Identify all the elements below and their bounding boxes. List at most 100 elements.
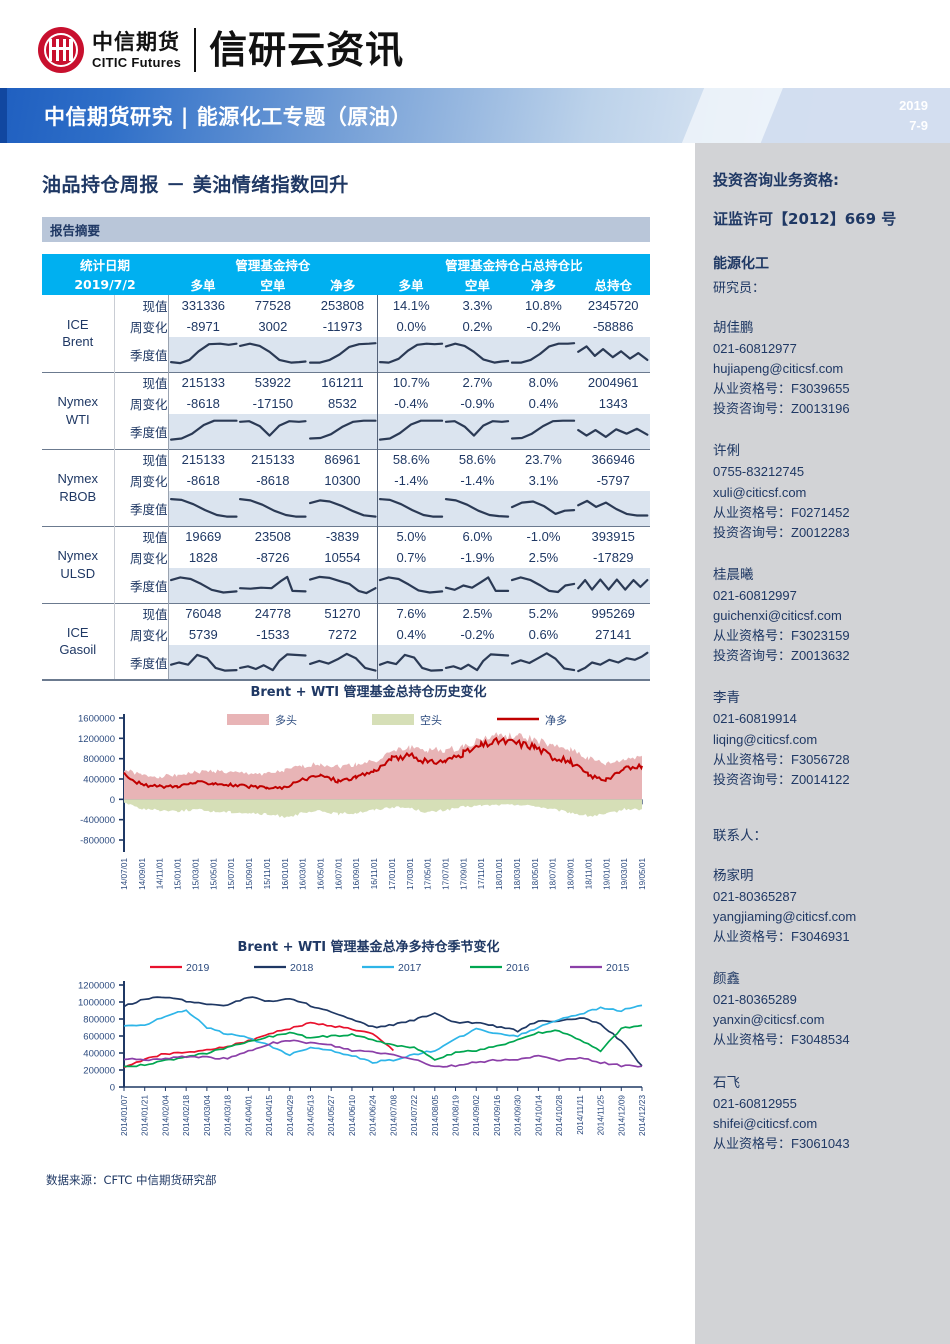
table-row-sparkline: 季度值 — [42, 414, 650, 449]
cell-current: 215133 — [238, 448, 308, 470]
chart-label: 19/03/01 — [620, 858, 629, 890]
cell-weekly: 3.1% — [528, 473, 559, 488]
cell-weekly: -0.2% — [460, 627, 495, 642]
chart1-svg: 1600000 1200000 800000 400000 0 -400000 -80000… — [78, 713, 647, 890]
chart-label: 2014/05/13 — [306, 1095, 315, 1136]
person-name: 胡佳鹏 — [713, 320, 754, 335]
person-name: 石飞 — [713, 1074, 740, 1090]
cell-weekly: -0.9% — [460, 396, 495, 411]
chart-label: 18/07/01 — [549, 858, 558, 890]
chart1-title: Brent + WTI 管理基金总持仓历史变化 — [250, 685, 487, 700]
chart-label: 400000 — [83, 1049, 115, 1060]
sparkline — [576, 338, 650, 371]
cell-sparkline — [576, 491, 650, 526]
sub-long-1: 多单 — [168, 274, 239, 295]
chart-label: 16/11/01 — [370, 858, 379, 890]
table-row: 周变化 -8971 3002 -11973 0.0% 0.2% -0.2% -58886 — [42, 316, 650, 337]
cell-current: 161211 — [307, 371, 379, 393]
sparkline — [576, 569, 650, 602]
sub-short-2: 空单 — [444, 274, 511, 295]
series-line-2015 — [123, 1039, 643, 1068]
cell-sparkline — [576, 645, 650, 680]
sparkline — [169, 646, 239, 679]
table-row-sparkline: 季度值 — [42, 491, 650, 526]
chart-label: 18/01/01 — [495, 858, 504, 890]
series-line-2017 — [123, 1004, 643, 1064]
legend-swatch-short — [372, 714, 414, 725]
table-row: ICE Gasoil 现值 76048 24778 51270 7.6% 2.5% 5.2% 99… — [42, 602, 650, 680]
cell-current: 24778 — [238, 602, 308, 624]
cell-weekly: -5797 — [596, 473, 630, 488]
cell-current: 76048 — [168, 602, 239, 624]
banner-day: 7-9 — [909, 117, 928, 133]
chart-label: 2014/02/18 — [182, 1095, 191, 1136]
sparkline — [308, 646, 378, 679]
contact-list: 杨家明 021-80365287 yangjiaming@citicsf.com 从业… — [713, 866, 950, 1154]
chart-label: 17/01/01 — [388, 858, 397, 890]
cell-current: 7.6% — [377, 602, 445, 624]
row-label-quarterly: 季度值 — [114, 337, 169, 372]
cell-weekly: -58886 — [592, 319, 634, 334]
chart-label: 2019 — [186, 962, 210, 974]
chart-label: 16/09/01 — [352, 858, 361, 890]
person-name: 李青 — [713, 690, 740, 706]
series-line-2018 — [123, 996, 643, 1067]
researcher-label: 研究员： — [713, 280, 766, 295]
cell-weekly: 0.2% — [462, 319, 493, 334]
cell-weekly: 3002 — [258, 319, 288, 334]
cell-sparkline — [377, 645, 445, 680]
table-body: ICE Brent 现值 331336 77528 253808 14.1% 3.3% 10.8… — [42, 295, 650, 680]
cell-sparkline — [576, 568, 650, 603]
banner-left-edge — [0, 88, 7, 143]
sub-short-1: 空单 — [238, 274, 308, 295]
person-name: 桂晨曦 — [713, 566, 754, 582]
chart-label: 200000 — [83, 1066, 115, 1077]
chart-label: 16/01/01 — [281, 858, 290, 890]
table-row: 周变化 -8618 -8618 10300 -1.4% -1.4% 3.1% -5797 — [42, 470, 650, 491]
cell-weekly: 1343 — [598, 396, 628, 411]
chart-label: 2014/08/05 — [431, 1095, 440, 1136]
chart-label: 1200000 — [78, 734, 115, 745]
product-label: ICE Gasoil — [42, 602, 115, 680]
person-phone: 021-60812997 — [713, 587, 797, 603]
person-email: hujiapeng@citicsf.com — [713, 361, 844, 377]
sub-long-2: 多单 — [377, 274, 445, 295]
row-label-quarterly: 季度值 — [114, 645, 169, 680]
row-label-current: 现值 — [114, 448, 169, 470]
row-label-weekly: 周变化 — [114, 316, 169, 337]
chart-label: 14/09/01 — [138, 858, 147, 890]
cell-weekly: -1533 — [256, 627, 290, 642]
chart-label: 14/07/01 — [120, 858, 129, 890]
cell-weekly: 10300 — [307, 470, 379, 491]
person-name: 杨家明 — [713, 867, 754, 883]
cell-sparkline — [307, 645, 379, 680]
cell-current: 215133 — [168, 371, 239, 393]
chart-label: 15/03/01 — [191, 858, 200, 890]
sparkline — [238, 569, 308, 602]
chart-label: 15/07/01 — [227, 858, 236, 890]
cell-sparkline — [510, 414, 577, 449]
qualification-label: 投资咨询业务资格: — [713, 171, 839, 189]
chart-label: 800000 — [83, 1015, 115, 1026]
brand-logo: 中信期货 CITIC Futures 信研云资讯 — [38, 22, 404, 78]
sparkline — [169, 569, 239, 602]
table-header-top: 统计日期 管理基金持仓 管理基金持仓占总持仓比 — [42, 254, 650, 274]
page-title: 油品持仓周报 － 美油情绪指数回升 — [42, 174, 349, 196]
sparkline — [510, 492, 576, 525]
cell-current: 5.2% — [510, 602, 577, 624]
chart-label: 2014/09/30 — [514, 1095, 523, 1136]
product-label: Nymex RBOB — [42, 448, 115, 526]
data-source-note: 数据来源：CFTC 中信期货研究部 — [46, 1173, 217, 1187]
cell-weekly: -8618 — [186, 396, 220, 411]
chart-label: 17/09/01 — [459, 858, 468, 890]
person-phone: 021-80365289 — [713, 992, 797, 1008]
person-email: liqing@citicsf.com — [713, 731, 818, 747]
sparkline — [308, 492, 378, 525]
table-row: 周变化 1828 -8726 10554 0.7% -1.9% 2.5% -17829 — [42, 547, 650, 568]
cell-current: 8.0% — [510, 371, 577, 393]
chart-label: 2014/10/14 — [534, 1095, 543, 1136]
row-label-current: 现值 — [114, 525, 169, 547]
cell-sparkline — [307, 491, 379, 526]
cell-current: 58.6% — [377, 448, 445, 470]
row-label-quarterly: 季度值 — [114, 414, 169, 449]
